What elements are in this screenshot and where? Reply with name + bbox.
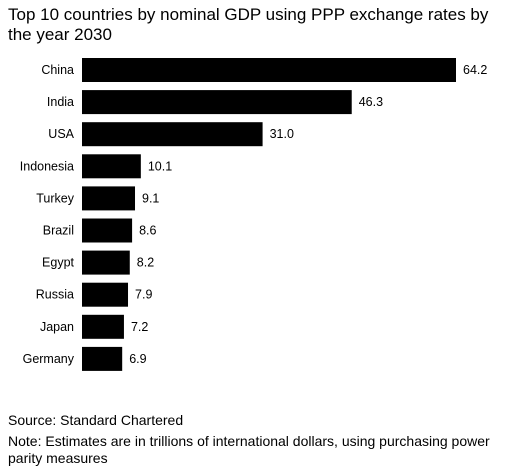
bar-egypt — [82, 250, 130, 275]
bar-chart: China 64.2 India 46.3 USA 31.0 Indonesia 10.1 Tu… — [20, 58, 487, 371]
bar-russia — [82, 282, 129, 307]
category-label-russia: Russia — [36, 288, 74, 302]
footnote: Note: Estimates are in trillions of inte… — [8, 433, 490, 466]
category-label-turkey: Turkey — [36, 191, 74, 205]
value-label-russia: 7.9 — [135, 288, 152, 302]
value-label-indonesia: 10.1 — [148, 159, 172, 173]
bar-india — [82, 90, 352, 115]
bar-china — [82, 58, 456, 82]
category-label-egypt: Egypt — [42, 256, 74, 270]
value-label-egypt: 8.2 — [137, 256, 154, 270]
bar-japan — [82, 314, 124, 339]
source-note: Source: Standard Chartered — [8, 412, 184, 428]
category-label-china: China — [41, 63, 74, 77]
value-label-brazil: 8.6 — [139, 224, 156, 238]
category-label-india: India — [47, 95, 74, 109]
category-label-brazil: Brazil — [43, 224, 74, 238]
value-label-india: 46.3 — [359, 95, 383, 109]
category-label-japan: Japan — [40, 320, 74, 334]
bars-layer: China 64.2 India 46.3 USA 31.0 Indonesia 10.1 Tu… — [20, 58, 487, 371]
bar-turkey — [82, 186, 136, 211]
bar-indonesia — [82, 154, 141, 179]
value-label-china: 64.2 — [463, 63, 487, 77]
value-label-turkey: 9.1 — [142, 191, 159, 205]
category-label-usa: USA — [48, 127, 74, 141]
bar-usa — [82, 122, 263, 147]
value-label-japan: 7.2 — [131, 320, 148, 334]
bar-germany — [82, 346, 123, 371]
category-label-germany: Germany — [23, 352, 75, 366]
value-label-germany: 6.9 — [129, 352, 146, 366]
chart-title: Top 10 countries by nominal GDP using PP… — [8, 5, 489, 44]
bar-brazil — [82, 218, 133, 243]
category-label-indonesia: Indonesia — [20, 159, 74, 173]
value-label-usa: 31.0 — [270, 127, 294, 141]
